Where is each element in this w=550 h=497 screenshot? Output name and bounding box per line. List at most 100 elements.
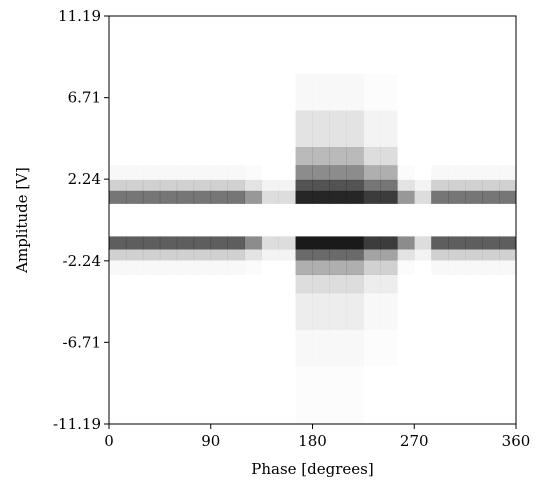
density-cell — [363, 147, 381, 166]
density-cell — [295, 249, 313, 261]
density-cell — [143, 329, 160, 366]
density-cell — [363, 165, 381, 181]
density-cell — [126, 329, 143, 366]
density-cell — [126, 204, 143, 237]
density-cell — [499, 236, 517, 250]
density-cell — [431, 329, 448, 366]
density-cell — [414, 190, 432, 204]
density-cell — [499, 329, 516, 366]
density-cell — [228, 16, 245, 74]
density-cell — [346, 249, 364, 261]
density-cell — [295, 179, 313, 192]
density-cell — [397, 74, 414, 111]
density-cell — [262, 204, 279, 237]
density-cell — [245, 147, 262, 166]
density-cell — [177, 111, 194, 148]
density-cell — [499, 275, 516, 294]
density-cell — [346, 204, 363, 237]
y-tick-label: -6.71 — [63, 333, 101, 351]
density-cell — [126, 74, 143, 111]
density-cell — [363, 16, 380, 74]
density-cell — [262, 366, 279, 424]
density-cell — [109, 74, 126, 111]
density-cell — [295, 292, 313, 330]
density-cell — [177, 275, 194, 294]
density-cell — [143, 260, 160, 275]
density-cell — [278, 236, 296, 250]
density-cell — [193, 190, 212, 204]
density-cell — [126, 165, 143, 180]
density-cell — [261, 236, 279, 250]
density-cell — [313, 329, 330, 366]
x-tick-label: 360 — [502, 432, 531, 450]
density-cell — [143, 111, 160, 148]
density-cell — [414, 74, 431, 111]
density-cell — [431, 179, 449, 192]
density-cell — [465, 147, 482, 166]
density-cell — [397, 329, 414, 366]
density-cell — [397, 147, 414, 166]
density-cell — [482, 204, 499, 237]
density-cell — [380, 260, 398, 275]
density-cell — [431, 293, 448, 330]
density-cell — [499, 190, 517, 204]
density-cell — [126, 260, 143, 275]
density-cell — [262, 260, 279, 275]
density-cell — [465, 165, 482, 180]
density-cell — [329, 329, 346, 366]
density-cell — [414, 111, 431, 148]
density-cell — [279, 147, 296, 166]
density-cell — [363, 293, 380, 330]
density-cell — [414, 204, 431, 237]
density-cell — [431, 74, 448, 111]
density-cell — [482, 190, 500, 204]
density-cell — [245, 111, 262, 148]
density-cell — [482, 236, 500, 250]
density-cell — [397, 366, 414, 424]
density-cell — [346, 260, 364, 275]
density-cell — [160, 16, 177, 74]
density-cell — [296, 74, 313, 111]
density-cell — [431, 260, 448, 275]
density-cell — [142, 179, 161, 192]
density-cell — [431, 147, 448, 166]
density-cell — [295, 236, 313, 250]
density-cell — [397, 204, 414, 237]
density-cell — [228, 293, 245, 330]
density-cell — [295, 165, 313, 181]
density-cell — [363, 74, 380, 111]
density-cell — [245, 329, 262, 366]
density-cell — [380, 249, 398, 261]
density-cell — [312, 179, 330, 192]
density-cell — [228, 111, 245, 148]
density-cell — [177, 260, 194, 275]
density-cell — [380, 74, 397, 111]
density-cell — [143, 16, 160, 74]
density-cell — [194, 165, 211, 180]
density-cell — [142, 249, 161, 261]
density-cell — [380, 110, 398, 148]
density-cell — [245, 293, 262, 330]
density-cell — [363, 260, 381, 275]
density-cell — [261, 190, 279, 204]
density-cell — [295, 147, 313, 166]
density-cell — [194, 275, 211, 294]
density-cell — [346, 16, 363, 74]
density-cell — [296, 366, 313, 424]
density-cell — [177, 366, 194, 424]
density-cell — [262, 74, 279, 111]
density-cell — [499, 147, 516, 166]
density-cell — [245, 204, 262, 237]
density-cell — [194, 260, 211, 275]
y-tick-label: 2.24 — [68, 170, 101, 188]
density-cell — [380, 147, 398, 166]
y-tick-label: 11.19 — [58, 7, 101, 25]
density-cell — [262, 16, 279, 74]
density-cell — [262, 293, 279, 330]
density-cell — [397, 165, 414, 180]
density-cell — [296, 329, 313, 366]
density-cell — [499, 249, 517, 261]
density-cell — [482, 260, 499, 275]
density-cell — [176, 179, 195, 192]
